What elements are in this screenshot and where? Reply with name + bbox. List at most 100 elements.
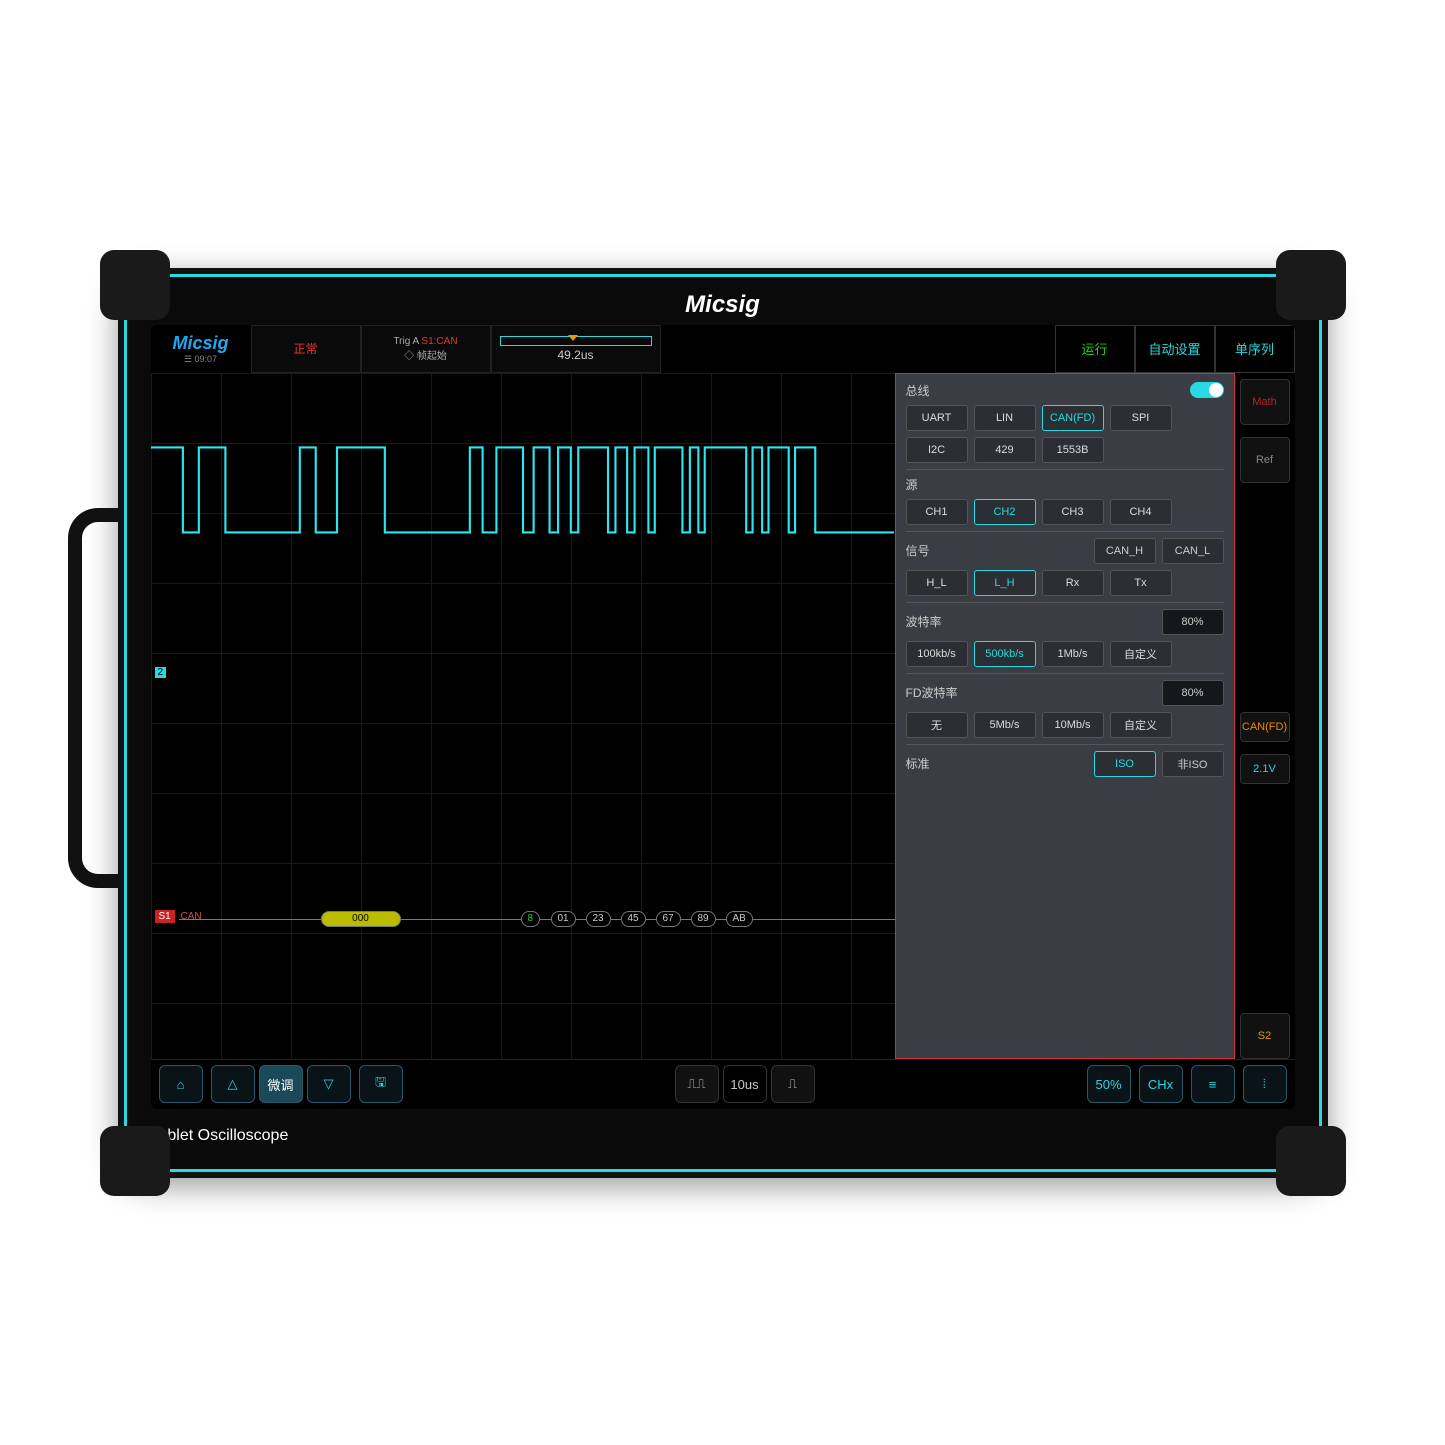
- main-area: S1 CAN 000 8 01 23 45 67 89 AB 2: [151, 373, 1295, 1059]
- scale-down-button[interactable]: ▽: [307, 1065, 351, 1103]
- option-5mb/s[interactable]: 5Mb/s: [974, 712, 1036, 738]
- option-ch3[interactable]: CH3: [1042, 499, 1104, 525]
- option-自定义[interactable]: 自定义: [1110, 712, 1172, 738]
- option-ch1[interactable]: CH1: [906, 499, 968, 525]
- trig-label: Trig A: [393, 336, 418, 347]
- bezel: Micsig Micsig ☰ 09:07 正常 Trig A S1:CAN ◇…: [124, 274, 1322, 1172]
- decode-proto: CAN: [181, 911, 202, 922]
- bus-toggle[interactable]: [1190, 382, 1224, 398]
- top-bar: Micsig ☰ 09:07 正常 Trig A S1:CAN ◇ 帧起始 49…: [151, 325, 1295, 373]
- decode-byte: 000: [321, 911, 401, 927]
- option-ch2[interactable]: CH2: [974, 499, 1036, 525]
- src-label: 源: [906, 476, 918, 493]
- run-button[interactable]: 运行: [1055, 325, 1135, 373]
- option-iso[interactable]: ISO: [1094, 751, 1156, 777]
- timebase-value: 49.2us: [557, 348, 593, 362]
- decode-byte: 45: [621, 911, 646, 927]
- fine-button[interactable]: 微调: [259, 1065, 303, 1103]
- screen: Micsig ☰ 09:07 正常 Trig A S1:CAN ◇ 帧起始 49…: [151, 325, 1295, 1109]
- status-label: 正常: [251, 325, 361, 373]
- logo-text: Micsig: [172, 333, 228, 354]
- scale-up-button[interactable]: △: [211, 1065, 255, 1103]
- option-tx[interactable]: Tx: [1110, 570, 1172, 596]
- option-h_l[interactable]: H_L: [906, 570, 968, 596]
- clock: ☰ 09:07: [184, 354, 217, 365]
- option-uart[interactable]: UART: [906, 405, 968, 431]
- option-ch4[interactable]: CH4: [1110, 499, 1172, 525]
- logo: Micsig ☰ 09:07: [151, 325, 251, 373]
- decode-byte: 01: [551, 911, 576, 927]
- decode-byte: 89: [691, 911, 716, 927]
- timebase-button[interactable]: 10us: [723, 1065, 767, 1103]
- zoom-out-button[interactable]: ⎍⎍: [675, 1065, 719, 1103]
- trigger-info[interactable]: Trig A S1:CAN ◇ 帧起始: [361, 325, 491, 373]
- option-can(fd)[interactable]: CAN(FD): [1042, 405, 1104, 431]
- std-options: ISO非ISO: [1094, 751, 1224, 777]
- fd-pct[interactable]: 80%: [1162, 680, 1224, 706]
- option-自定义[interactable]: 自定义: [1110, 641, 1172, 667]
- fifty-button[interactable]: 50%: [1087, 1065, 1131, 1103]
- side-bar: Math Ref CAN(FD) 2.1V S2: [1235, 373, 1295, 1059]
- sig-label: 信号: [906, 542, 930, 559]
- brand-label: Micsig: [151, 291, 1295, 325]
- baud-options: 100kb/s500kb/s1Mb/s自定义: [906, 641, 1224, 667]
- fd-label: FD波特率: [906, 684, 958, 701]
- decode-byte: 8: [521, 911, 541, 927]
- trig-mode: 帧起始: [417, 351, 447, 362]
- cursor-button[interactable]: ⦙: [1243, 1065, 1287, 1103]
- option-非iso[interactable]: 非ISO: [1162, 751, 1224, 777]
- voltage-indicator[interactable]: 2.1V: [1240, 754, 1290, 784]
- chx-button[interactable]: CHx: [1139, 1065, 1183, 1103]
- baud-pct[interactable]: 80%: [1162, 609, 1224, 635]
- can-indicator[interactable]: CAN(FD): [1240, 712, 1290, 742]
- footer-label: Tablet Oscilloscope: [151, 1127, 1295, 1145]
- single-button[interactable]: 单序列: [1215, 325, 1295, 373]
- fd-options: 无5Mb/s10Mb/s自定义: [906, 712, 1224, 738]
- option-无[interactable]: 无: [906, 712, 968, 738]
- zoom-in-button[interactable]: ⎍: [771, 1065, 815, 1103]
- bus-label: 总线: [906, 382, 930, 399]
- corner-bumper: [1276, 250, 1346, 320]
- sig-canl[interactable]: CAN_L: [1162, 538, 1224, 564]
- option-1mb/s[interactable]: 1Mb/s: [1042, 641, 1104, 667]
- option-l_h[interactable]: L_H: [974, 570, 1036, 596]
- math-button[interactable]: Math: [1240, 379, 1290, 425]
- bottom-bar: ⌂ △ 微调 ▽ 🖫 ⎍⎍ 10us ⎍ 50% CHx ≡ ⦙: [151, 1059, 1295, 1109]
- option-spi[interactable]: SPI: [1110, 405, 1172, 431]
- corner-bumper: [100, 1126, 170, 1196]
- option-i2c[interactable]: I2C: [906, 437, 968, 463]
- decode-row: S1 CAN 000 8 01 23 45 67 89 AB: [151, 908, 895, 930]
- decode-tag: S1: [155, 910, 175, 923]
- option-rx[interactable]: Rx: [1042, 570, 1104, 596]
- decode-byte: 23: [586, 911, 611, 927]
- corner-bumper: [1276, 1126, 1346, 1196]
- corner-bumper: [100, 250, 170, 320]
- src-options: CH1CH2CH3CH4: [906, 499, 1224, 525]
- ch2-marker: 2: [155, 667, 167, 678]
- waveform-plot[interactable]: S1 CAN 000 8 01 23 45 67 89 AB 2: [151, 373, 895, 1059]
- ref-button[interactable]: Ref: [1240, 437, 1290, 483]
- carry-handle: [68, 508, 118, 888]
- measure-button[interactable]: ≡: [1191, 1065, 1235, 1103]
- home-button[interactable]: ⌂: [159, 1065, 203, 1103]
- option-10mb/s[interactable]: 10Mb/s: [1042, 712, 1104, 738]
- sig-canh[interactable]: CAN_H: [1094, 538, 1156, 564]
- position-bar: [500, 336, 652, 346]
- std-label: 标准: [906, 755, 930, 772]
- baud-label: 波特率: [906, 613, 942, 630]
- option-429[interactable]: 429: [974, 437, 1036, 463]
- option-1553b[interactable]: 1553B: [1042, 437, 1104, 463]
- timebase-indicator[interactable]: 49.2us: [491, 325, 661, 373]
- option-500kb/s[interactable]: 500kb/s: [974, 641, 1036, 667]
- save-button[interactable]: 🖫: [359, 1065, 403, 1103]
- sig-options: H_LL_HRxTx: [906, 570, 1224, 596]
- option-100kb/s[interactable]: 100kb/s: [906, 641, 968, 667]
- device-frame: Micsig Micsig ☰ 09:07 正常 Trig A S1:CAN ◇…: [118, 268, 1328, 1178]
- bus-options: UARTLINCAN(FD)SPI I2C4291553B: [906, 405, 1224, 463]
- decode-byte: 67: [656, 911, 681, 927]
- auto-setup-button[interactable]: 自动设置: [1135, 325, 1215, 373]
- waveform-trace: [151, 373, 895, 904]
- decode-panel: 总线 UARTLINCAN(FD)SPI I2C4291553B 源 CH1CH2…: [895, 373, 1235, 1059]
- s2-button[interactable]: S2: [1240, 1013, 1290, 1059]
- option-lin[interactable]: LIN: [974, 405, 1036, 431]
